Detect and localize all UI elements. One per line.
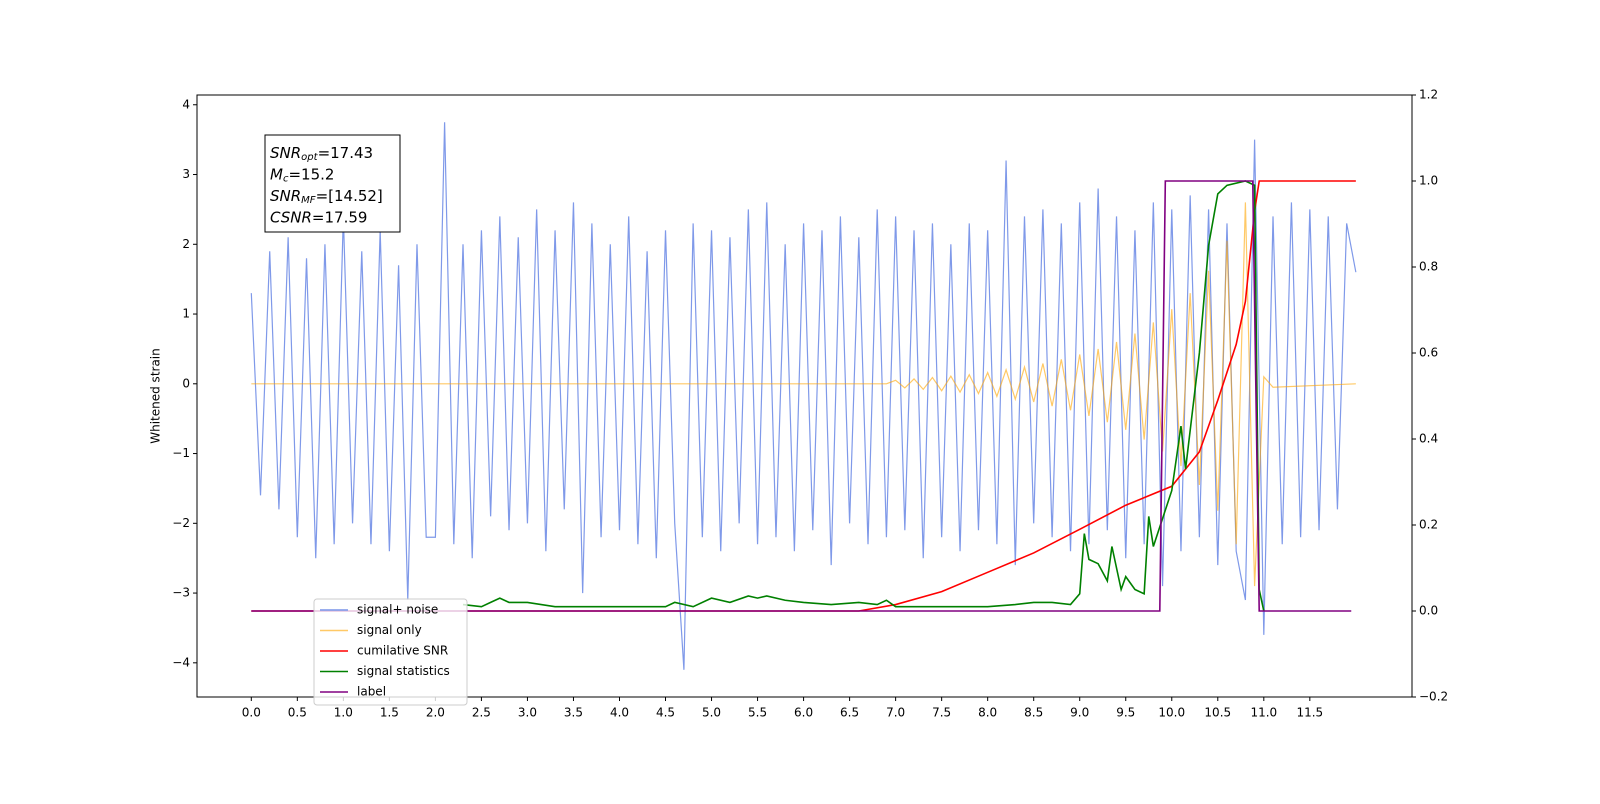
x-tick-label: 3.5 bbox=[564, 706, 583, 720]
x-tick-label: 4.5 bbox=[656, 706, 675, 720]
annotation-subscript: opt bbox=[301, 152, 318, 163]
x-tick-label: 2.0 bbox=[426, 706, 445, 720]
x-tick-label: 0.5 bbox=[288, 706, 307, 720]
y2-tick-label: 1.2 bbox=[1419, 88, 1438, 102]
annotation-value: =15.2 bbox=[288, 165, 334, 183]
annotation-symbol: CSNR bbox=[270, 208, 312, 226]
series-line bbox=[251, 180, 1352, 612]
y2-tick-label: 0.2 bbox=[1419, 518, 1438, 532]
x-tick-label: 8.0 bbox=[978, 706, 997, 720]
x-tick-label: 11.5 bbox=[1296, 706, 1323, 720]
plot-area bbox=[250, 122, 1357, 670]
legend-label: signal+ noise bbox=[357, 603, 438, 617]
annotation-frame bbox=[264, 134, 401, 233]
series-line bbox=[250, 122, 1357, 670]
annotation: SNRopt=17.43 bbox=[270, 144, 373, 164]
x-tick-label: 9.5 bbox=[1116, 706, 1135, 720]
x-tick-label: 10.5 bbox=[1204, 706, 1231, 720]
y-tick-label: 1 bbox=[182, 307, 190, 321]
y-tick-label: −4 bbox=[172, 655, 190, 669]
legend-label: signal only bbox=[357, 623, 422, 637]
axes-frame bbox=[196, 94, 1413, 698]
annotation: SNRMF=[14.52] bbox=[270, 187, 383, 207]
y-tick-label: −3 bbox=[172, 586, 190, 600]
y2-tick-label: 0.8 bbox=[1419, 260, 1438, 274]
annotation-value: =17.43 bbox=[318, 144, 374, 162]
y-axis-label: Whitened strain bbox=[149, 348, 163, 444]
y2-tick-label: 1.0 bbox=[1419, 174, 1438, 188]
y-tick-label: −2 bbox=[172, 516, 190, 530]
legend-label: cumilative SNR bbox=[357, 644, 448, 658]
x-tick-label: 10.0 bbox=[1158, 706, 1185, 720]
series-line bbox=[251, 202, 1356, 587]
x-tick-label: 9.0 bbox=[1070, 706, 1089, 720]
y-tick-label: 3 bbox=[182, 167, 190, 181]
x-tick-label: 0.0 bbox=[242, 706, 261, 720]
annotation-symbol: M bbox=[270, 165, 283, 183]
annotation-box: SNRopt=17.43Mc=15.2SNRMF=[14.52]CSNR=17.… bbox=[264, 134, 401, 233]
annotation-symbol: SNR bbox=[270, 144, 301, 162]
legend-label: label bbox=[357, 685, 386, 699]
annotation-subscript: c bbox=[283, 174, 289, 185]
annotation-value: =17.59 bbox=[312, 208, 368, 226]
series-line bbox=[462, 180, 1265, 612]
x-tick-label: 8.5 bbox=[1024, 706, 1043, 720]
x-tick-label: 6.5 bbox=[840, 706, 859, 720]
x-tick-label: 1.0 bbox=[334, 706, 353, 720]
legend: signal+ noise signal only cumilative SNR si… bbox=[313, 598, 468, 706]
annotation-symbol: SNR bbox=[270, 187, 301, 205]
y2-tick-label: −0.2 bbox=[1419, 690, 1448, 704]
x-tick-label: 5.5 bbox=[748, 706, 767, 720]
y2-tick-label: 0.0 bbox=[1419, 604, 1438, 618]
y-tick-label: 0 bbox=[182, 376, 190, 390]
annotation-value: =[14.52] bbox=[316, 187, 383, 205]
legend-label: signal statistics bbox=[357, 664, 450, 678]
x-tick-label: 3.0 bbox=[518, 706, 537, 720]
legend-frame bbox=[313, 598, 468, 706]
y-tick-label: 4 bbox=[182, 97, 190, 111]
annotation: Mc=15.2 bbox=[270, 165, 334, 185]
x-tick-label: 4.0 bbox=[610, 706, 629, 720]
annotation: CSNR=17.59 bbox=[270, 208, 367, 226]
x-tick-label: 11.0 bbox=[1250, 706, 1277, 720]
series-line bbox=[251, 180, 1356, 612]
y-tick-label: 2 bbox=[182, 237, 190, 251]
x-tick-label: 2.5 bbox=[472, 706, 491, 720]
x-tick-label: 7.0 bbox=[886, 706, 905, 720]
y2-tick-label: 0.4 bbox=[1419, 432, 1438, 446]
x-tick-label: 1.5 bbox=[380, 706, 399, 720]
y2-tick-label: 0.6 bbox=[1419, 346, 1438, 360]
x-tick-label: 7.5 bbox=[932, 706, 951, 720]
annotation-subscript: MF bbox=[301, 195, 316, 206]
x-tick-label: 5.0 bbox=[702, 706, 721, 720]
x-tick-label: 6.0 bbox=[794, 706, 813, 720]
y-tick-label: −1 bbox=[172, 446, 190, 460]
